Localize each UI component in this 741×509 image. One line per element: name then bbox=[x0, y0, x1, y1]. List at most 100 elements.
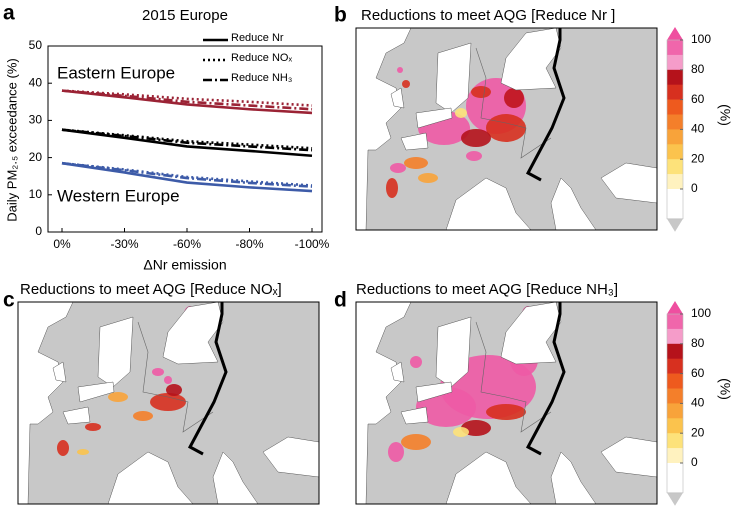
y-tick-label: 30 bbox=[29, 113, 43, 127]
exceedance-area bbox=[390, 163, 406, 173]
y-tick-label: 20 bbox=[29, 150, 43, 164]
exceedance-area bbox=[386, 178, 398, 198]
exceedance-area bbox=[404, 157, 428, 169]
colorbar-segment bbox=[667, 84, 683, 100]
map-body bbox=[356, 302, 657, 504]
exceedance-area bbox=[388, 442, 404, 462]
y-tick-label: 40 bbox=[29, 75, 43, 89]
east-west-border bbox=[187, 302, 228, 456]
colorbar-segment bbox=[667, 358, 683, 374]
map bbox=[355, 301, 658, 505]
exceedance-area bbox=[418, 173, 438, 183]
colorbar-segment bbox=[667, 314, 683, 330]
sea bbox=[62, 406, 91, 425]
sea bbox=[445, 177, 532, 230]
colorbar-segment bbox=[667, 69, 683, 85]
panel-label: d bbox=[334, 289, 347, 312]
series-line bbox=[61, 161, 313, 188]
east-west-border bbox=[525, 28, 566, 182]
colorbar-tick-label: 20 bbox=[691, 151, 705, 165]
sea bbox=[400, 406, 429, 425]
country-border bbox=[137, 321, 214, 433]
sea bbox=[52, 361, 67, 383]
exceedance-area bbox=[77, 449, 89, 455]
series-line bbox=[61, 89, 313, 111]
colorbar-under bbox=[667, 218, 683, 232]
colorbar-tick-label: 40 bbox=[691, 122, 705, 136]
sea bbox=[500, 28, 562, 91]
colorbar-segment bbox=[667, 343, 683, 359]
colorbar-segment bbox=[667, 463, 683, 479]
sea bbox=[435, 316, 472, 388]
x-tick-label: -30% bbox=[110, 237, 138, 251]
country-border bbox=[475, 321, 552, 433]
exceedance-area bbox=[402, 80, 410, 88]
exceedance-area bbox=[466, 151, 482, 161]
colorbar-segment bbox=[667, 373, 683, 389]
x-tick-label: -100% bbox=[295, 237, 330, 251]
series-line bbox=[61, 161, 313, 193]
exceedance-area bbox=[401, 434, 431, 450]
exceedance-area bbox=[486, 404, 526, 420]
map-body bbox=[356, 28, 657, 230]
colorbar-over bbox=[667, 27, 683, 40]
exceedance-area bbox=[471, 86, 491, 98]
map-frame bbox=[355, 27, 658, 231]
sea bbox=[600, 162, 657, 204]
exceedance-area bbox=[453, 427, 469, 437]
colorbar-segment bbox=[667, 54, 683, 71]
exceedance-area bbox=[166, 384, 182, 396]
x-tick-label: -60% bbox=[173, 237, 201, 251]
x-axis-label: ΔNr emission bbox=[143, 257, 226, 273]
colorbar-tick-label: 60 bbox=[691, 366, 705, 380]
sea bbox=[390, 361, 405, 383]
sea bbox=[400, 132, 429, 151]
exceedance-area bbox=[461, 129, 491, 147]
colorbar-segment bbox=[667, 418, 683, 434]
east-west-border bbox=[525, 302, 566, 456]
sea bbox=[18, 302, 74, 504]
colorbar-tick-label: 100 bbox=[691, 32, 711, 46]
panel-label: b bbox=[334, 4, 347, 27]
sea bbox=[262, 436, 319, 478]
exceedance-area bbox=[486, 114, 526, 142]
exceedance-area bbox=[133, 411, 153, 421]
colorbar-segment bbox=[667, 388, 683, 404]
exceedance-area bbox=[108, 392, 128, 402]
sea bbox=[415, 107, 453, 129]
x-tick-label: -80% bbox=[235, 237, 263, 251]
sea bbox=[390, 87, 405, 109]
sea bbox=[356, 302, 412, 504]
map-frame bbox=[355, 301, 658, 505]
map-body bbox=[18, 302, 319, 504]
colorbar-under bbox=[667, 492, 683, 506]
sea bbox=[500, 302, 562, 365]
colorbar-tick-label: 80 bbox=[691, 336, 705, 350]
sea bbox=[415, 381, 453, 403]
x-tick-label: 0% bbox=[53, 237, 71, 251]
panel-label: c bbox=[3, 289, 15, 312]
y-tick-label: 10 bbox=[29, 187, 43, 201]
sea bbox=[550, 451, 597, 504]
panel-label: a bbox=[3, 2, 15, 25]
legend-label: Reduce NH₃ bbox=[231, 72, 292, 84]
sea bbox=[77, 381, 115, 403]
colorbar-tick-label: 80 bbox=[691, 62, 705, 76]
exceedance-area bbox=[397, 67, 403, 73]
plot-frame bbox=[47, 45, 323, 233]
colorbar-segment bbox=[667, 159, 683, 175]
sea bbox=[162, 302, 224, 365]
map-title: Reductions to meet AQG [Reduce NH₃] bbox=[356, 281, 618, 298]
colorbar-over bbox=[667, 301, 683, 314]
country-border bbox=[475, 47, 552, 159]
exceedance-area bbox=[164, 376, 172, 384]
map-frame bbox=[17, 301, 320, 505]
colorbar-label: (%) bbox=[717, 104, 733, 126]
sea bbox=[212, 451, 259, 504]
chart-title: 2015 Europe bbox=[142, 7, 228, 24]
colorbar-segment bbox=[667, 174, 683, 190]
map bbox=[17, 301, 320, 505]
map-title: Reductions to meet AQG [Reduce Nr ] bbox=[361, 7, 615, 24]
colorbar-segment bbox=[667, 189, 683, 205]
